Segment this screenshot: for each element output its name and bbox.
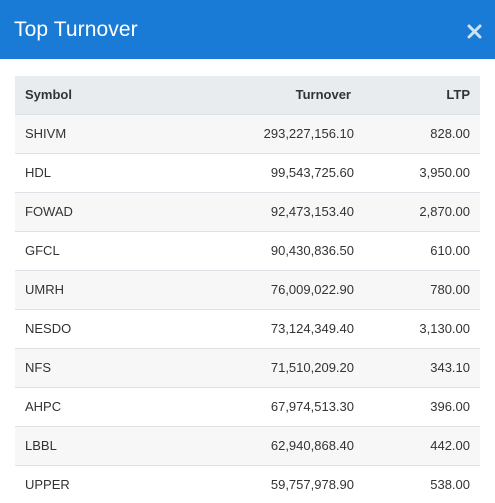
cell-turnover: 62,940,868.40 bbox=[175, 425, 365, 465]
cell-ltp: 610.00 bbox=[365, 230, 480, 270]
table-row[interactable]: SHIVM 293,227,156.10 828.00 bbox=[15, 113, 480, 153]
cell-turnover: 76,009,022.90 bbox=[175, 269, 365, 309]
cell-ltp: 442.00 bbox=[365, 425, 480, 465]
table-row[interactable]: NFS 71,510,209.20 343.10 bbox=[15, 347, 480, 387]
cell-turnover: 90,430,836.50 bbox=[175, 230, 365, 270]
cell-turnover: 59,757,978.90 bbox=[175, 464, 365, 503]
cell-turnover: 293,227,156.10 bbox=[175, 113, 365, 153]
cell-ltp: 2,870.00 bbox=[365, 191, 480, 231]
table-row[interactable]: FOWAD 92,473,153.40 2,870.00 bbox=[15, 191, 480, 231]
table-row[interactable]: LBBL 62,940,868.40 442.00 bbox=[15, 425, 480, 465]
modal-title: Top Turnover bbox=[14, 17, 138, 41]
cell-ltp: 828.00 bbox=[365, 113, 480, 153]
close-icon[interactable] bbox=[466, 23, 482, 39]
column-header-ltp: LTP bbox=[446, 87, 470, 103]
cell-ltp: 3,950.00 bbox=[365, 152, 480, 192]
cell-symbol: LBBL bbox=[15, 425, 175, 465]
cell-ltp: 396.00 bbox=[365, 386, 480, 426]
cell-symbol: HDL bbox=[15, 152, 175, 192]
column-header-symbol: Symbol bbox=[25, 87, 72, 103]
column-header-turnover: Turnover bbox=[295, 87, 351, 103]
cell-symbol: FOWAD bbox=[15, 191, 175, 231]
turnover-table: Symbol Turnover LTP SHIVM 293,227,156.10 8… bbox=[15, 76, 480, 503]
cell-symbol: UPPER bbox=[15, 464, 175, 503]
table-row[interactable]: AHPC 67,974,513.30 396.00 bbox=[15, 386, 480, 426]
cell-turnover: 73,124,349.40 bbox=[175, 308, 365, 348]
table-row[interactable]: NESDO 73,124,349.40 3,130.00 bbox=[15, 308, 480, 348]
cell-turnover: 67,974,513.30 bbox=[175, 386, 365, 426]
cell-ltp: 780.00 bbox=[365, 269, 480, 309]
modal-header: Top Turnover bbox=[0, 0, 495, 59]
cell-symbol: GFCL bbox=[15, 230, 175, 270]
cell-turnover: 92,473,153.40 bbox=[175, 191, 365, 231]
table-header-row: Symbol Turnover LTP bbox=[15, 76, 480, 114]
cell-ltp: 538.00 bbox=[365, 464, 480, 503]
turnover-table-container: Symbol Turnover LTP SHIVM 293,227,156.10 8… bbox=[15, 76, 480, 503]
cell-ltp: 3,130.00 bbox=[365, 308, 480, 348]
cell-symbol: NFS bbox=[15, 347, 175, 387]
cell-turnover: 71,510,209.20 bbox=[175, 347, 365, 387]
table-row[interactable]: UPPER 59,757,978.90 538.00 bbox=[15, 464, 480, 503]
cell-symbol: SHIVM bbox=[15, 113, 175, 153]
table-row[interactable]: UMRH 76,009,022.90 780.00 bbox=[15, 269, 480, 309]
table-row[interactable]: GFCL 90,430,836.50 610.00 bbox=[15, 230, 480, 270]
cell-turnover: 99,543,725.60 bbox=[175, 152, 365, 192]
table-row[interactable]: HDL 99,543,725.60 3,950.00 bbox=[15, 152, 480, 192]
cell-symbol: AHPC bbox=[15, 386, 175, 426]
cell-symbol: UMRH bbox=[15, 269, 175, 309]
cell-ltp: 343.10 bbox=[365, 347, 480, 387]
cell-symbol: NESDO bbox=[15, 308, 175, 348]
